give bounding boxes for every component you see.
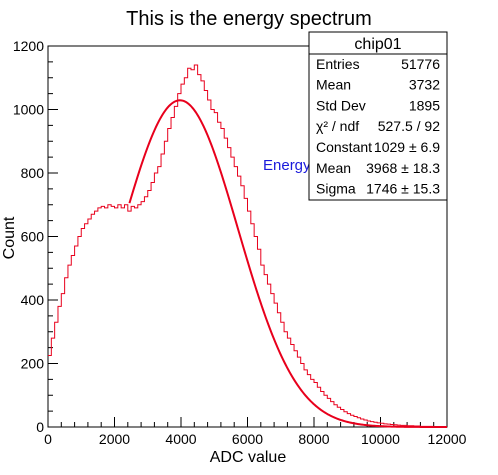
stats-row-label: χ² / ndf: [316, 118, 359, 134]
stats-row-value: 527.5 / 92: [378, 118, 440, 134]
gaussian-fit-curve: [128, 99, 447, 428]
x-tick-label: 12000: [428, 431, 467, 447]
chart-title: This is the energy spectrum: [126, 8, 372, 30]
y-tick-label: 800: [21, 165, 45, 181]
x-axis-label: ADC value: [210, 449, 287, 466]
x-tick-label: 4000: [165, 431, 196, 447]
y-tick-label: 0: [36, 419, 44, 435]
y-tick-label: 600: [21, 229, 45, 245]
stats-row-value: 1746 ± 15.3: [366, 181, 440, 197]
y-tick-label: 200: [21, 356, 45, 372]
x-tick-label: 6000: [232, 431, 263, 447]
y-axis-label: Count: [1, 216, 18, 259]
histogram-series: [48, 64, 447, 428]
x-tick-label: 8000: [298, 431, 329, 447]
stats-row-label: Entries: [316, 56, 360, 72]
stats-row-label: Constant: [316, 139, 372, 155]
stats-row-value: 3968 ± 18.3: [366, 160, 440, 176]
stats-box-title: chip01: [354, 36, 401, 53]
stats-rows: Entries 51776 Mean 3732 Std Dev 1895 χ² / ndf 5…: [316, 56, 440, 197]
stats-row-value: 1029 ± 6.9: [374, 139, 440, 155]
stats-row-value: 3732: [409, 77, 440, 93]
y-axis: 0 200 400 600 800 1000 1200: [13, 38, 58, 435]
stats-row-label: Mean: [316, 160, 351, 176]
x-tick-label: 0: [44, 431, 52, 447]
stats-row-label: Std Dev: [316, 97, 366, 113]
y-tick-label: 1000: [13, 102, 44, 118]
x-axis: 0 2000 4000 6000 8000 10000 12000: [44, 417, 467, 447]
stats-row-label: Sigma: [316, 181, 356, 197]
stats-box: chip01 Entries 51776 Mean 3732 Std Dev 1895 χ²…: [308, 31, 448, 201]
y-tick-label: 400: [21, 292, 45, 308]
x-tick-label: 10000: [361, 431, 400, 447]
x-tick-label: 2000: [99, 431, 130, 447]
stats-row-label: Mean: [316, 77, 351, 93]
stats-box-frame: [308, 31, 448, 201]
stats-row-value: 51776: [401, 56, 440, 72]
stats-row-value: 1895: [409, 97, 440, 113]
y-tick-label: 1200: [13, 38, 44, 54]
